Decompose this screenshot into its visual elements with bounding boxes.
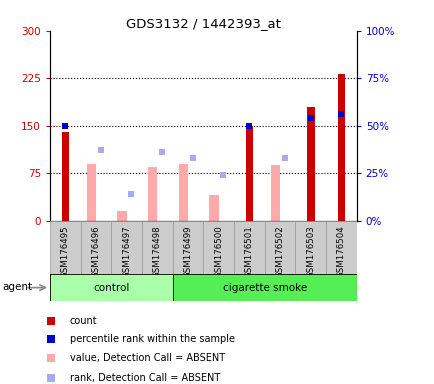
Bar [61, 132, 69, 221]
Bar [178, 164, 187, 221]
Text: GSM176503: GSM176503 [306, 225, 315, 278]
Text: GSM176502: GSM176502 [275, 225, 284, 278]
Bar [141, 221, 172, 275]
Text: GSM176496: GSM176496 [91, 225, 100, 278]
Title: GDS3132 / 1442393_at: GDS3132 / 1442393_at [125, 17, 280, 30]
Bar [172, 274, 356, 301]
Text: control: control [93, 283, 129, 293]
Text: count: count [69, 316, 97, 326]
Text: GSM176499: GSM176499 [183, 225, 192, 278]
Bar [306, 107, 314, 221]
Text: cigarette smoke: cigarette smoke [222, 283, 306, 293]
Text: GSM176501: GSM176501 [244, 225, 253, 278]
Bar [245, 126, 253, 221]
Text: GSM176500: GSM176500 [214, 225, 223, 278]
Text: value, Detection Call = ABSENT: value, Detection Call = ABSENT [69, 353, 224, 363]
Text: agent: agent [2, 282, 32, 292]
Bar [233, 221, 264, 275]
Bar [148, 167, 157, 221]
Bar [87, 164, 96, 221]
Bar [117, 211, 126, 221]
Bar [326, 221, 356, 275]
Bar [209, 195, 218, 221]
Bar [337, 74, 345, 221]
Text: GSM176498: GSM176498 [152, 225, 161, 278]
Text: percentile rank within the sample: percentile rank within the sample [69, 334, 234, 344]
Bar [81, 221, 111, 275]
Text: GSM176497: GSM176497 [122, 225, 131, 278]
Bar [50, 274, 172, 301]
Text: rank, Detection Call = ABSENT: rank, Detection Call = ABSENT [69, 373, 220, 383]
Bar [270, 165, 279, 221]
Bar [111, 221, 142, 275]
Text: GSM176504: GSM176504 [336, 225, 345, 278]
Text: GSM176495: GSM176495 [61, 225, 70, 278]
Bar [264, 221, 295, 275]
Bar [172, 221, 203, 275]
Bar [203, 221, 233, 275]
Bar [50, 221, 81, 275]
Bar [295, 221, 326, 275]
